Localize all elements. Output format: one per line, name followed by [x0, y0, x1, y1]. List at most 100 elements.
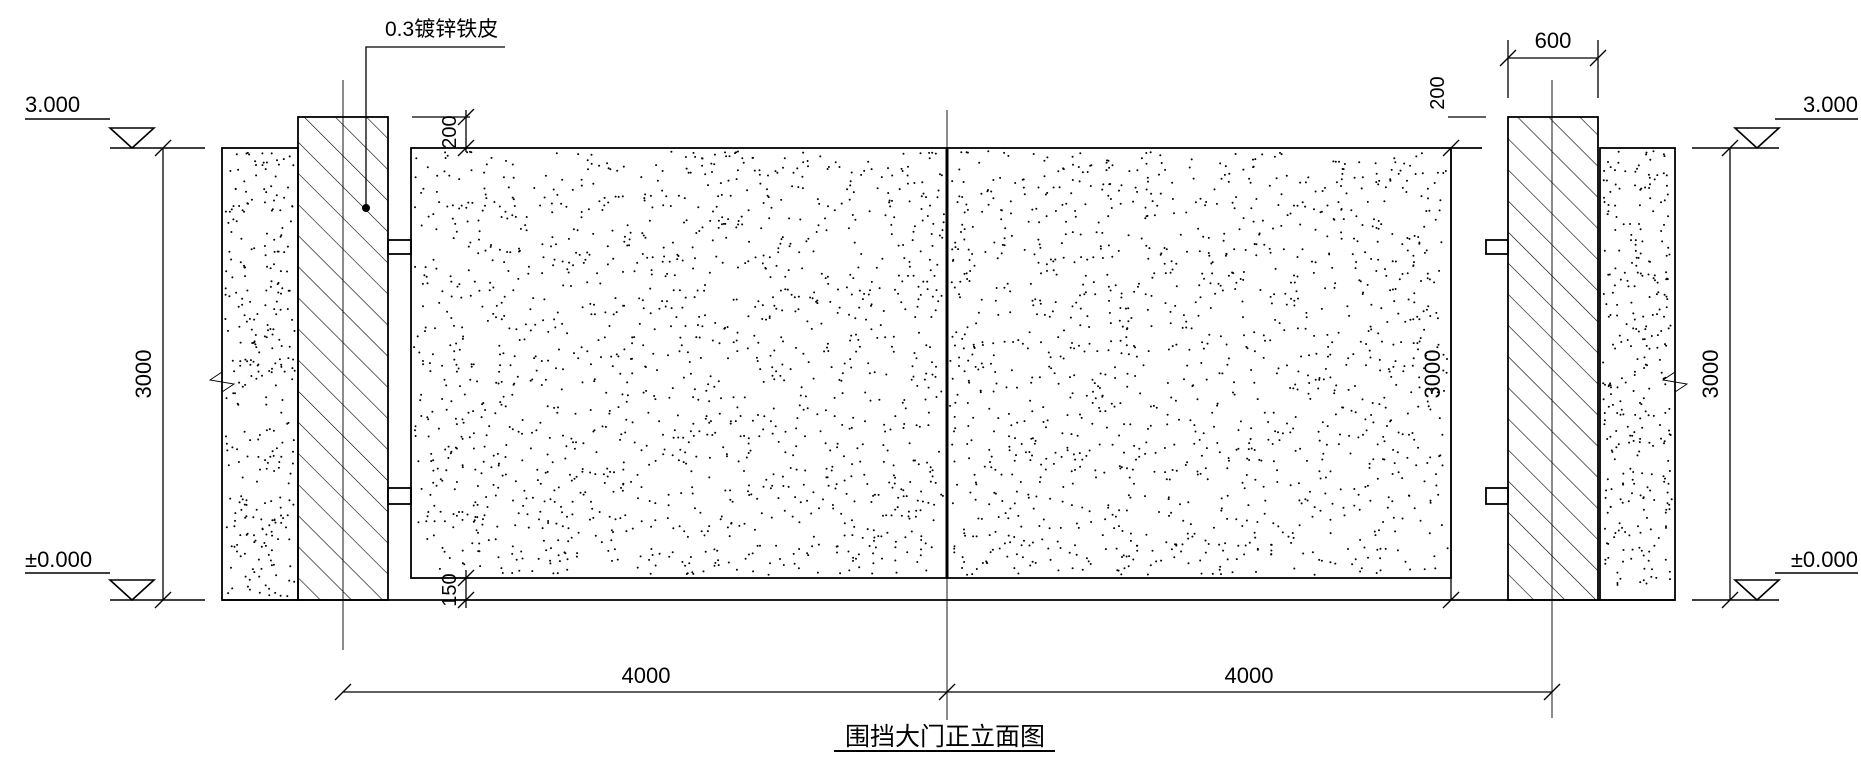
stipple-dot [1665, 508, 1668, 511]
stipple-dot [1223, 173, 1226, 176]
stipple-dot [1665, 295, 1668, 298]
stipple-dot [601, 425, 604, 428]
stipple-dot [636, 261, 639, 264]
stipple-dot [1406, 272, 1409, 275]
stipple-dot [1667, 327, 1670, 330]
stipple-dot [523, 489, 526, 492]
stipple-dot [740, 215, 743, 218]
stipple-dot [705, 389, 708, 392]
stipple-dot [1009, 507, 1012, 510]
stipple-dot [230, 258, 233, 261]
stipple-dot [1305, 316, 1308, 319]
stipple-dot [1649, 158, 1652, 161]
stipple-dot [1665, 344, 1668, 347]
stipple-dot [1078, 452, 1081, 455]
stipple-dot [224, 318, 227, 320]
stipple-dot [1423, 367, 1425, 370]
stipple-dot [470, 363, 473, 366]
stipple-dot [227, 464, 230, 467]
stipple-dot [1021, 178, 1024, 181]
stipple-dot [1645, 153, 1648, 156]
stipple-dot [682, 436, 685, 439]
stipple-dot [1252, 220, 1255, 223]
stipple-dot [1377, 183, 1380, 186]
stipple-dot [717, 219, 720, 222]
stipple-dot [906, 174, 909, 177]
stipple-dot [919, 554, 922, 557]
stipple-dot [1069, 396, 1072, 399]
stipple-dot [587, 168, 589, 171]
stipple-dot [1376, 548, 1379, 551]
stipple-dot [1105, 161, 1108, 164]
stipple-dot [481, 305, 484, 308]
stipple-dot [980, 298, 983, 301]
stipple-dot [1144, 293, 1147, 296]
stipple-dot [851, 214, 854, 216]
stipple-dot [1132, 200, 1135, 203]
stipple-dot [1012, 341, 1015, 343]
stipple-dot [781, 363, 784, 366]
stipple-dot [831, 504, 834, 506]
stipple-dot [915, 424, 918, 427]
stipple-dot [1208, 333, 1211, 336]
stipple-dot [911, 365, 914, 368]
stipple-dot [263, 188, 266, 191]
stipple-dot [849, 339, 852, 342]
stipple-dot [573, 352, 575, 355]
stipple-dot [1668, 407, 1671, 410]
stipple-dot [1358, 279, 1361, 282]
stipple-dot [1129, 496, 1132, 499]
stipple-dot [552, 264, 555, 267]
stipple-dot [1092, 281, 1095, 284]
stipple-dot [1437, 343, 1440, 346]
stipple-dot [888, 201, 891, 204]
stipple-dot [780, 198, 783, 201]
stipple-dot [931, 373, 934, 376]
stipple-dot [807, 165, 809, 168]
stipple-dot [572, 441, 574, 444]
stipple-dot [462, 421, 465, 424]
stipple-dot [1261, 153, 1264, 156]
stipple-dot [449, 344, 452, 347]
stipple-dot [1367, 330, 1370, 332]
stipple-dot [580, 346, 583, 349]
stipple-dot [990, 362, 992, 365]
stipple-dot [904, 536, 907, 539]
stipple-dot [1418, 376, 1421, 379]
stipple-dot [917, 298, 920, 301]
stipple-dot [869, 289, 871, 292]
stipple-dot [265, 336, 268, 339]
stipple-dot [558, 348, 560, 351]
stipple-dot [233, 525, 236, 528]
stipple-dot [1638, 450, 1641, 453]
stipple-dot [1293, 299, 1296, 302]
stipple-dot [1166, 382, 1169, 384]
stipple-dot [966, 151, 969, 154]
stipple-dot [598, 511, 601, 513]
stipple-dot [1326, 425, 1329, 428]
stipple-dot [1297, 482, 1300, 485]
stipple-dot [963, 238, 966, 241]
stipple-dot [1054, 451, 1057, 454]
stipple-dot [511, 552, 514, 555]
note-leader [365, 46, 505, 208]
stipple-dot [640, 520, 643, 523]
stipple-dot [1665, 526, 1667, 529]
stipple-dot [993, 241, 996, 244]
stipple-dot [1134, 375, 1137, 377]
stipple-dot [264, 168, 267, 171]
stipple-dot [1109, 322, 1112, 325]
stipple-dot [1313, 506, 1316, 509]
stipple-dot [517, 277, 520, 280]
stipple-dot [1329, 532, 1332, 535]
stipple-dot [1272, 460, 1275, 463]
stipple-dot [972, 343, 975, 346]
stipple-dot [1248, 442, 1251, 445]
stipple-dot [1618, 249, 1621, 252]
stipple-dot [239, 360, 242, 363]
stipple-dot [953, 545, 956, 548]
stipple-dot [743, 396, 746, 399]
stipple-dot [1643, 367, 1646, 369]
stipple-dot [1406, 237, 1409, 239]
stipple-dot [1218, 372, 1221, 375]
